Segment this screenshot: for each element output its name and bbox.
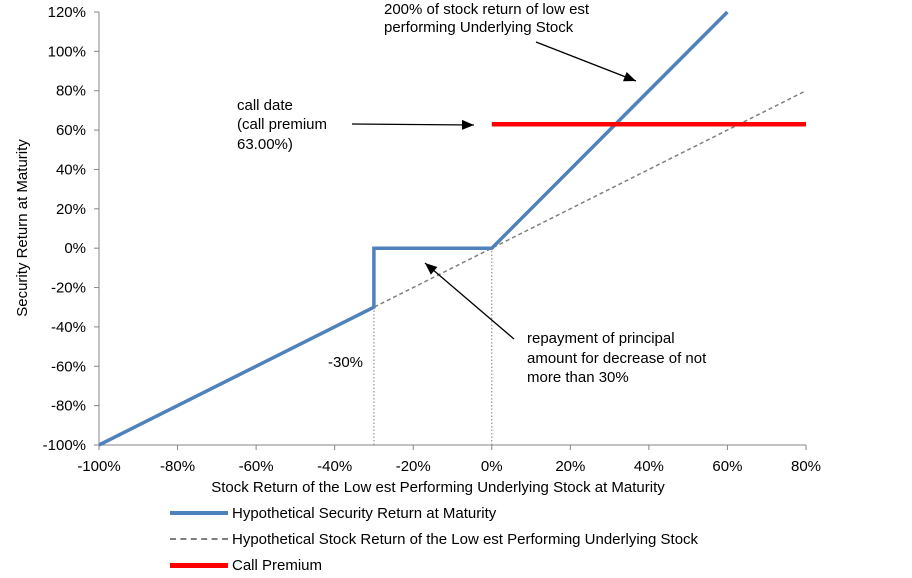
legend-label: Hypothetical Security Return at Maturity bbox=[232, 504, 497, 522]
y-tick-label: -40% bbox=[51, 319, 86, 336]
y-tick-label: -80% bbox=[51, 398, 86, 415]
series-line-security-return bbox=[98, 10, 729, 447]
x-tick-label: -80% bbox=[160, 458, 195, 475]
x-tick-label: -60% bbox=[239, 458, 274, 475]
annotation-arrows bbox=[351, 41, 637, 340]
annotation-call-line-1: call date bbox=[237, 97, 293, 114]
axes bbox=[94, 11, 807, 450]
legend-item-security-return: Hypothetical Security Return at Maturity bbox=[170, 500, 698, 526]
y-tick-label: -60% bbox=[51, 358, 86, 375]
y-tick-label: -20% bbox=[51, 280, 86, 297]
annotation-top-line-1: 200% of stock return of low est bbox=[384, 1, 590, 18]
annotation-call-line-3: 63.00%) bbox=[237, 136, 293, 153]
legend-item-call-premium: Call Premium bbox=[170, 552, 698, 578]
arrow-call-shaft bbox=[351, 123, 475, 126]
x-tick-label: -20% bbox=[396, 458, 431, 475]
x-tick-label: 0% bbox=[481, 458, 503, 475]
legend-swatch-stock-return bbox=[170, 538, 228, 540]
y-tick-label: -100% bbox=[43, 437, 86, 454]
annotation-top-line-2: performing Underlying Stock bbox=[384, 19, 574, 36]
y-tick-labels: -100% -80% -60% -40% -20% 0% 20% 40% 60% 80% 100% 1… bbox=[43, 4, 86, 454]
x-tick-label: 40% bbox=[634, 458, 664, 475]
legend-swatch-call-premium bbox=[170, 562, 228, 568]
annotation-call-line-2: (call premium bbox=[237, 116, 327, 133]
y-tick-label: 80% bbox=[56, 83, 86, 100]
legend-label: Hypothetical Stock Return of the Low est… bbox=[232, 530, 699, 548]
annotation-principal-line-2: amount for decrease of not bbox=[527, 350, 707, 367]
arrow-top-right-shaft bbox=[535, 41, 637, 82]
x-tick-labels: -100% -80% -60% -40% -20% 0% 20% 40% 60% 80% bbox=[77, 458, 821, 475]
y-tick-label: 60% bbox=[56, 122, 86, 139]
annotation-principal-line-1: repayment of principal bbox=[527, 330, 675, 347]
arrow-principal-head bbox=[425, 263, 438, 275]
x-tick-label: 20% bbox=[555, 458, 585, 475]
x-tick-label: 80% bbox=[791, 458, 821, 475]
y-tick-label: 100% bbox=[48, 43, 86, 60]
reference-lines bbox=[373, 248, 493, 445]
y-tick-label: 20% bbox=[56, 201, 86, 218]
y-tick-label: 0% bbox=[64, 240, 86, 257]
series-line-stock-return bbox=[98, 90, 807, 446]
arrow-principal-shaft bbox=[424, 262, 515, 340]
legend-swatch-security-return bbox=[170, 511, 228, 515]
x-axis-title: Stock Return of the Low est Performing U… bbox=[211, 479, 665, 496]
arrow-top-right-head bbox=[623, 71, 636, 82]
x-tick-label: -40% bbox=[317, 458, 352, 475]
legend-item-stock-return: Hypothetical Stock Return of the Low est… bbox=[170, 526, 698, 552]
x-tick-label: -100% bbox=[77, 458, 120, 475]
series-layer bbox=[98, 10, 807, 447]
annotation-principal-line-3: more than 30% bbox=[527, 369, 629, 386]
legend: Hypothetical Security Return at Maturity… bbox=[170, 500, 698, 578]
x-tick-label: 60% bbox=[712, 458, 742, 475]
annotation-minus-30: -30% bbox=[328, 354, 363, 371]
y-axis-title: Security Return at Maturity bbox=[14, 139, 31, 317]
legend-label: Call Premium bbox=[232, 556, 323, 574]
y-tick-label: 40% bbox=[56, 161, 86, 178]
arrow-call-head bbox=[461, 119, 474, 130]
y-tick-label: 120% bbox=[48, 4, 86, 21]
